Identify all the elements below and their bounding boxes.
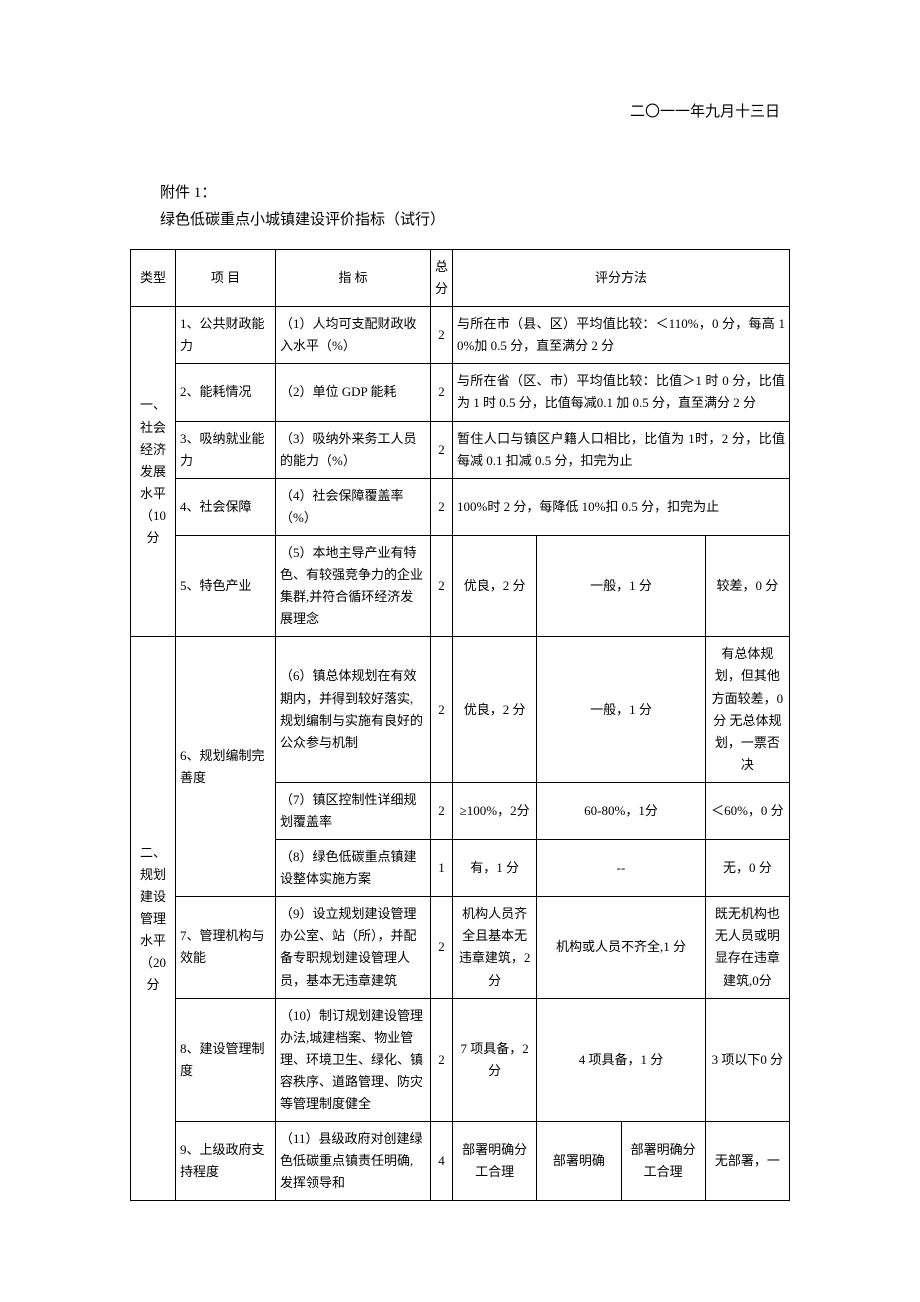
issue-date: 二〇一一年九月十三日 xyxy=(130,100,790,121)
method-cell-d: 无部署，一 xyxy=(705,1122,789,1201)
method-cell-a: 机构人员齐全且基本无违章建筑，2 分 xyxy=(453,897,537,998)
indicator-cell: （8）绿色低碳重点镇建设整体实施方案 xyxy=(276,840,431,897)
item-cell: 1、公共财政能力 xyxy=(176,307,276,364)
method-cell-a: 有，1 分 xyxy=(453,840,537,897)
indicator-cell: （9）设立规划建设管理办公室、站（所），并配备专职规划建设管理人员，基本无违章建… xyxy=(276,897,431,998)
method-cell: 与所在市（县、区）平均值比较：＜110%，0 分，每高 10%加 0.5 分，直… xyxy=(453,307,790,364)
indicator-cell: （2）单位 GDP 能耗 xyxy=(276,364,431,421)
method-cell: 暂住人口与镇区户籍人口相比，比值为 1时，2 分，比值每减 0.1 扣减 0.5… xyxy=(453,421,790,478)
total-cell: 2 xyxy=(431,782,453,839)
method-cell-c: 有总体规划，但其他方面较差，0 分 无总体规划，一票否决 xyxy=(705,637,789,783)
method-cell-a: 优良，2 分 xyxy=(453,535,537,636)
item-cell: 2、能耗情况 xyxy=(176,364,276,421)
table-row: 一、社会经济发展水平（10 分 1、公共财政能力 （1）人均可支配财政收入水平（… xyxy=(131,307,790,364)
indicator-cell: （6）镇总体规划在有效期内，并得到较好落实,规划编制与实施有良好的公众参与机制 xyxy=(276,637,431,783)
table-row: 二、规划建设管理水平（20 分 6、规划编制完善度 （6）镇总体规划在有效期内，… xyxy=(131,637,790,783)
indicator-cell: （1）人均可支配财政收入水平（%） xyxy=(276,307,431,364)
table-row: 9、上级政府支持程度 （11）县级政府对创建绿色低碳重点镇责任明确,发挥领导和 … xyxy=(131,1122,790,1201)
method-cell-b: 一般，1 分 xyxy=(537,535,706,636)
method-cell-a: ≥100%，2分 xyxy=(453,782,537,839)
method-cell-c: 3 项以下0 分 xyxy=(705,998,789,1121)
method-cell-a: 部署明确分工合理 xyxy=(453,1122,537,1201)
table-header-row: 类型 项 目 指 标 总分 评分方法 xyxy=(131,250,790,307)
item-cell: 3、吸纳就业能力 xyxy=(176,421,276,478)
method-cell-a: 7 项具备，2 分 xyxy=(453,998,537,1121)
total-cell: 1 xyxy=(431,840,453,897)
method-cell-a: 优良，2 分 xyxy=(453,637,537,783)
method-cell-b: 机构或人员不齐全,1 分 xyxy=(537,897,706,998)
indicator-cell: （10）制订规划建设管理办法,城建档案、物业管理、环境卫生、绿化、镇容秩序、道路… xyxy=(276,998,431,1121)
section-2-type: 二、规划建设管理水平（20 分 xyxy=(131,637,176,1201)
method-cell: 与所在省（区、市）平均值比较：比值＞1 时 0 分，比值为 1 时 0.5 分，… xyxy=(453,364,790,421)
total-cell: 4 xyxy=(431,1122,453,1201)
total-cell: 2 xyxy=(431,998,453,1121)
total-cell: 2 xyxy=(431,421,453,478)
item-cell: 8、建设管理制度 xyxy=(176,998,276,1121)
method-cell-b: -- xyxy=(537,840,706,897)
table-row: 8、建设管理制度 （10）制订规划建设管理办法,城建档案、物业管理、环境卫生、绿… xyxy=(131,998,790,1121)
col-total-header: 总分 xyxy=(431,250,453,307)
indicator-cell: （5）本地主导产业有特色、有较强竞争力的企业集群,并符合循环经济发展理念 xyxy=(276,535,431,636)
method-cell-b: 4 项具备，1 分 xyxy=(537,998,706,1121)
total-cell: 2 xyxy=(431,364,453,421)
method-cell-c: ＜60%，0 分 xyxy=(705,782,789,839)
item-cell: 9、上级政府支持程度 xyxy=(176,1122,276,1201)
method-cell-c: 既无机构也无人员或明显存在违章建筑,0分 xyxy=(705,897,789,998)
col-indicator-header: 指 标 xyxy=(276,250,431,307)
table-row: 4、社会保障 （4）社会保障覆盖率（%） 2 100%时 2 分，每降低 10%… xyxy=(131,478,790,535)
attachment-label: 附件 1： xyxy=(130,181,790,202)
table-row: 3、吸纳就业能力 （3）吸纳外来务工人员的能力（%） 2 暂住人口与镇区户籍人口… xyxy=(131,421,790,478)
indicator-cell: （3）吸纳外来务工人员的能力（%） xyxy=(276,421,431,478)
item-cell: 7、管理机构与效能 xyxy=(176,897,276,998)
document-subtitle: 绿色低碳重点小城镇建设评价指标（试行） xyxy=(130,208,790,229)
evaluation-table: 类型 项 目 指 标 总分 评分方法 一、社会经济发展水平（10 分 1、公共财… xyxy=(130,249,790,1201)
method-cell-c: 无，0 分 xyxy=(705,840,789,897)
table-row: 7、管理机构与效能 （9）设立规划建设管理办公室、站（所），并配备专职规划建设管… xyxy=(131,897,790,998)
indicator-cell: （7）镇区控制性详细规划覆盖率 xyxy=(276,782,431,839)
method-cell-b: 一般，1 分 xyxy=(537,637,706,783)
method-cell-c: 部署明确分工合理 xyxy=(621,1122,705,1201)
indicator-cell: （4）社会保障覆盖率（%） xyxy=(276,478,431,535)
item-cell: 4、社会保障 xyxy=(176,478,276,535)
col-type-header: 类型 xyxy=(131,250,176,307)
total-cell: 2 xyxy=(431,535,453,636)
total-cell: 2 xyxy=(431,637,453,783)
total-cell: 2 xyxy=(431,478,453,535)
col-item-header: 项 目 xyxy=(176,250,276,307)
table-row: 5、特色产业 （5）本地主导产业有特色、有较强竞争力的企业集群,并符合循环经济发… xyxy=(131,535,790,636)
section-1-type: 一、社会经济发展水平（10 分 xyxy=(131,307,176,637)
method-cell-b: 部署明确 xyxy=(537,1122,621,1201)
total-cell: 2 xyxy=(431,897,453,998)
indicator-cell: （11）县级政府对创建绿色低碳重点镇责任明确,发挥领导和 xyxy=(276,1122,431,1201)
total-cell: 2 xyxy=(431,307,453,364)
document-page: 二〇一一年九月十三日 附件 1： 绿色低碳重点小城镇建设评价指标（试行） 类型 … xyxy=(0,0,920,1241)
item-cell: 6、规划编制完善度 xyxy=(176,637,276,897)
table-row: 2、能耗情况 （2）单位 GDP 能耗 2 与所在省（区、市）平均值比较：比值＞… xyxy=(131,364,790,421)
method-cell: 100%时 2 分，每降低 10%扣 0.5 分，扣完为止 xyxy=(453,478,790,535)
method-cell-c: 较差，0 分 xyxy=(705,535,789,636)
col-method-header: 评分方法 xyxy=(453,250,790,307)
item-cell: 5、特色产业 xyxy=(176,535,276,636)
method-cell-b: 60-80%，1分 xyxy=(537,782,706,839)
